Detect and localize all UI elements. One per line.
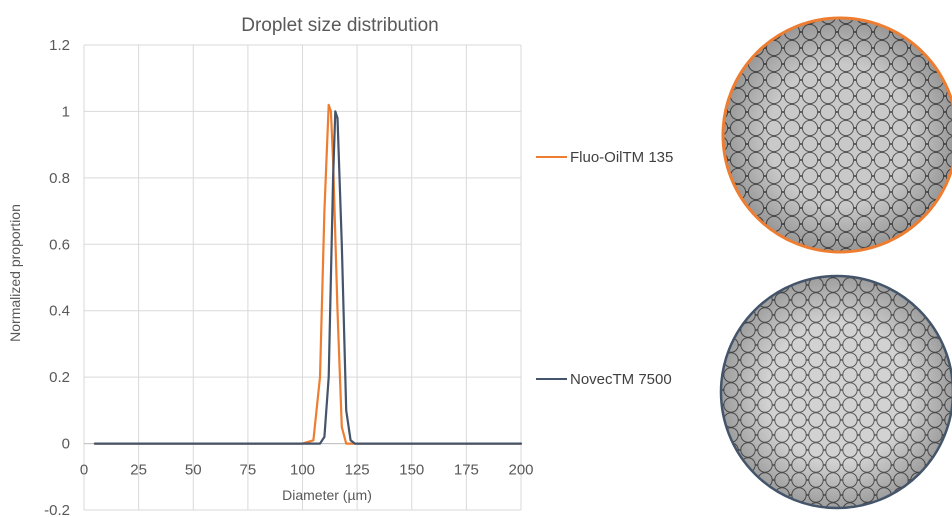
y-tick-label: 1.2 (49, 37, 70, 54)
legend: Fluo-OilTM 135 NovecTM 7500 (536, 149, 673, 388)
legend-label-fluo-oil: Fluo-OilTM 135 (570, 149, 673, 166)
chart-title: Droplet size distribution (241, 15, 438, 36)
droplet-image-novec (719, 274, 952, 510)
legend-label-novec: NovecTM 7500 (570, 371, 672, 388)
y-tick-label: 1 (62, 103, 70, 120)
x-tick-label: 75 (240, 462, 257, 479)
x-tick-label: 100 (290, 462, 315, 479)
y-tick-label: 0.8 (49, 170, 70, 187)
x-axis-label: Diameter (µm) (282, 487, 372, 503)
droplet-image-fluo-oil (721, 16, 952, 254)
x-tick-label: 125 (345, 462, 370, 479)
y-tick-labels: 1.2 1 0.8 0.6 0.4 0.2 0 -0.2 (44, 37, 70, 517)
y-axis-label: Normalized proportion (7, 204, 23, 342)
series-line-0 (93, 103, 523, 445)
x-tick-label: 200 (508, 462, 533, 479)
x-tick-label: 50 (185, 462, 202, 479)
series-line-1 (93, 110, 523, 445)
series-lines (93, 103, 523, 445)
x-tick-label: 0 (80, 462, 88, 479)
gridlines (83, 44, 522, 511)
y-tick-label: 0 (62, 436, 70, 453)
y-tick-label: 0.4 (49, 303, 70, 320)
x-tick-labels: 0 25 50 75 100 125 150 175 200 (80, 462, 534, 479)
y-tick-label: 0.2 (49, 369, 70, 386)
x-tick-label: 175 (454, 462, 479, 479)
y-tick-label: 0.6 (49, 236, 70, 253)
y-tick-label: -0.2 (44, 502, 70, 517)
x-tick-label: 150 (399, 462, 424, 479)
x-tick-label: 25 (130, 462, 147, 479)
